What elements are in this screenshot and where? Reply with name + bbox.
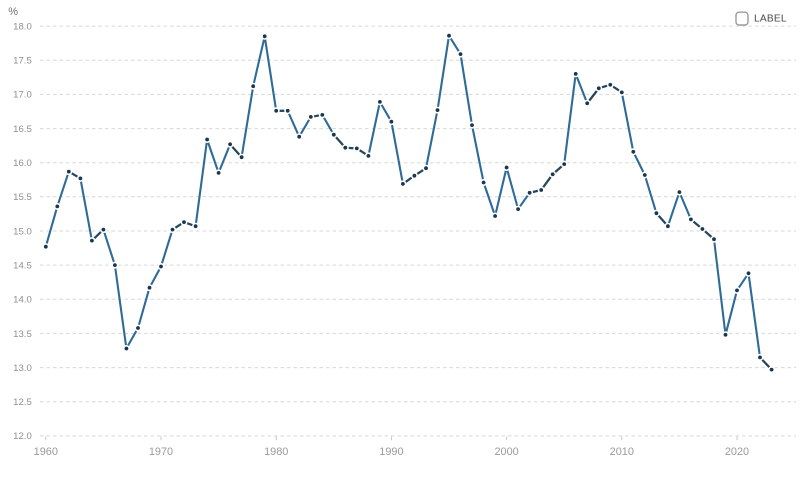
svg-text:14.5: 14.5 <box>13 260 32 271</box>
svg-text:15.5: 15.5 <box>13 192 32 203</box>
svg-text:1980: 1980 <box>264 446 288 458</box>
svg-text:17.0: 17.0 <box>13 90 32 101</box>
svg-text:17.5: 17.5 <box>13 56 32 67</box>
svg-text:2000: 2000 <box>494 446 518 458</box>
svg-text:16.5: 16.5 <box>13 124 32 135</box>
svg-text:12.5: 12.5 <box>13 397 32 408</box>
svg-text:18.0: 18.0 <box>13 21 32 32</box>
svg-text:12.0: 12.0 <box>13 431 32 442</box>
svg-text:1960: 1960 <box>34 446 58 458</box>
svg-text:2010: 2010 <box>610 446 634 458</box>
svg-text:13.5: 13.5 <box>13 329 32 340</box>
svg-text:2020: 2020 <box>725 446 749 458</box>
svg-text:1970: 1970 <box>149 446 173 458</box>
svg-text:15.0: 15.0 <box>13 226 32 237</box>
svg-text:1990: 1990 <box>379 446 403 458</box>
svg-text:13.0: 13.0 <box>13 363 32 374</box>
svg-text:LABEL: LABEL <box>754 14 787 25</box>
svg-text:14.0: 14.0 <box>13 295 32 306</box>
svg-text:16.0: 16.0 <box>13 158 32 169</box>
svg-text:%: % <box>8 6 18 18</box>
